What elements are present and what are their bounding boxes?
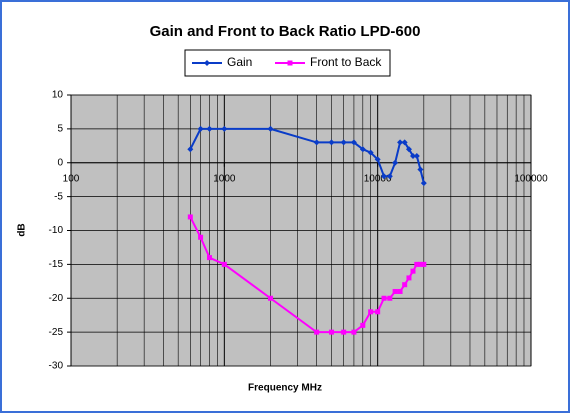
marker xyxy=(341,329,347,335)
marker xyxy=(387,295,393,301)
marker xyxy=(374,156,381,163)
marker xyxy=(340,139,347,146)
marker xyxy=(197,125,204,132)
marker xyxy=(417,166,424,173)
marker xyxy=(267,125,274,132)
marker xyxy=(420,180,427,187)
marker xyxy=(414,261,420,267)
marker xyxy=(351,329,357,335)
marker xyxy=(187,146,194,153)
marker xyxy=(206,255,212,261)
marker xyxy=(381,173,388,180)
marker xyxy=(413,152,420,159)
marker xyxy=(314,329,320,335)
chart-title: Gain and Front to Back Ratio LPD-600 xyxy=(150,23,421,40)
marker xyxy=(360,322,366,328)
series-line xyxy=(189,127,425,184)
marker xyxy=(204,60,210,66)
marker xyxy=(386,173,393,180)
marker xyxy=(329,329,335,335)
y-tick-label: -30 xyxy=(49,361,64,372)
legend-label: Front to Back xyxy=(310,55,382,69)
marker xyxy=(397,139,404,146)
marker xyxy=(368,309,374,315)
y-tick-label: -10 xyxy=(49,225,64,236)
marker xyxy=(401,139,408,146)
marker xyxy=(206,125,213,132)
marker xyxy=(410,268,416,274)
marker xyxy=(328,139,335,146)
y-tick-label: -25 xyxy=(49,327,64,338)
marker xyxy=(410,152,417,159)
marker xyxy=(406,275,412,281)
y-axis-title: dB xyxy=(17,223,28,236)
x-tick-label: 10000 xyxy=(364,173,392,184)
legend-label: Gain xyxy=(227,55,252,69)
y-tick-label: -5 xyxy=(54,191,63,202)
marker xyxy=(221,125,228,132)
y-tick-label: -15 xyxy=(49,259,64,270)
x-tick-label: 1000 xyxy=(213,173,236,184)
marker xyxy=(397,288,403,294)
marker xyxy=(417,261,423,267)
marker xyxy=(381,295,387,301)
y-tick-label: -20 xyxy=(49,293,64,304)
marker xyxy=(392,288,398,294)
x-tick-label: 100000 xyxy=(514,173,548,184)
marker xyxy=(198,234,204,240)
marker xyxy=(287,60,293,66)
y-tick-label: 10 xyxy=(52,90,64,101)
marker xyxy=(405,146,412,153)
y-tick-label: 5 xyxy=(57,124,63,135)
marker xyxy=(221,261,227,267)
marker xyxy=(367,149,374,156)
marker xyxy=(187,214,193,220)
x-axis-title: Frequency MHz xyxy=(248,383,322,394)
marker xyxy=(375,309,381,315)
marker xyxy=(313,139,320,146)
marker xyxy=(402,282,408,288)
y-tick-label: 0 xyxy=(57,157,63,168)
marker xyxy=(267,295,273,301)
marker xyxy=(350,139,357,146)
marker xyxy=(392,159,399,166)
marker xyxy=(359,146,366,153)
marker xyxy=(421,261,427,267)
series-line xyxy=(189,216,424,334)
